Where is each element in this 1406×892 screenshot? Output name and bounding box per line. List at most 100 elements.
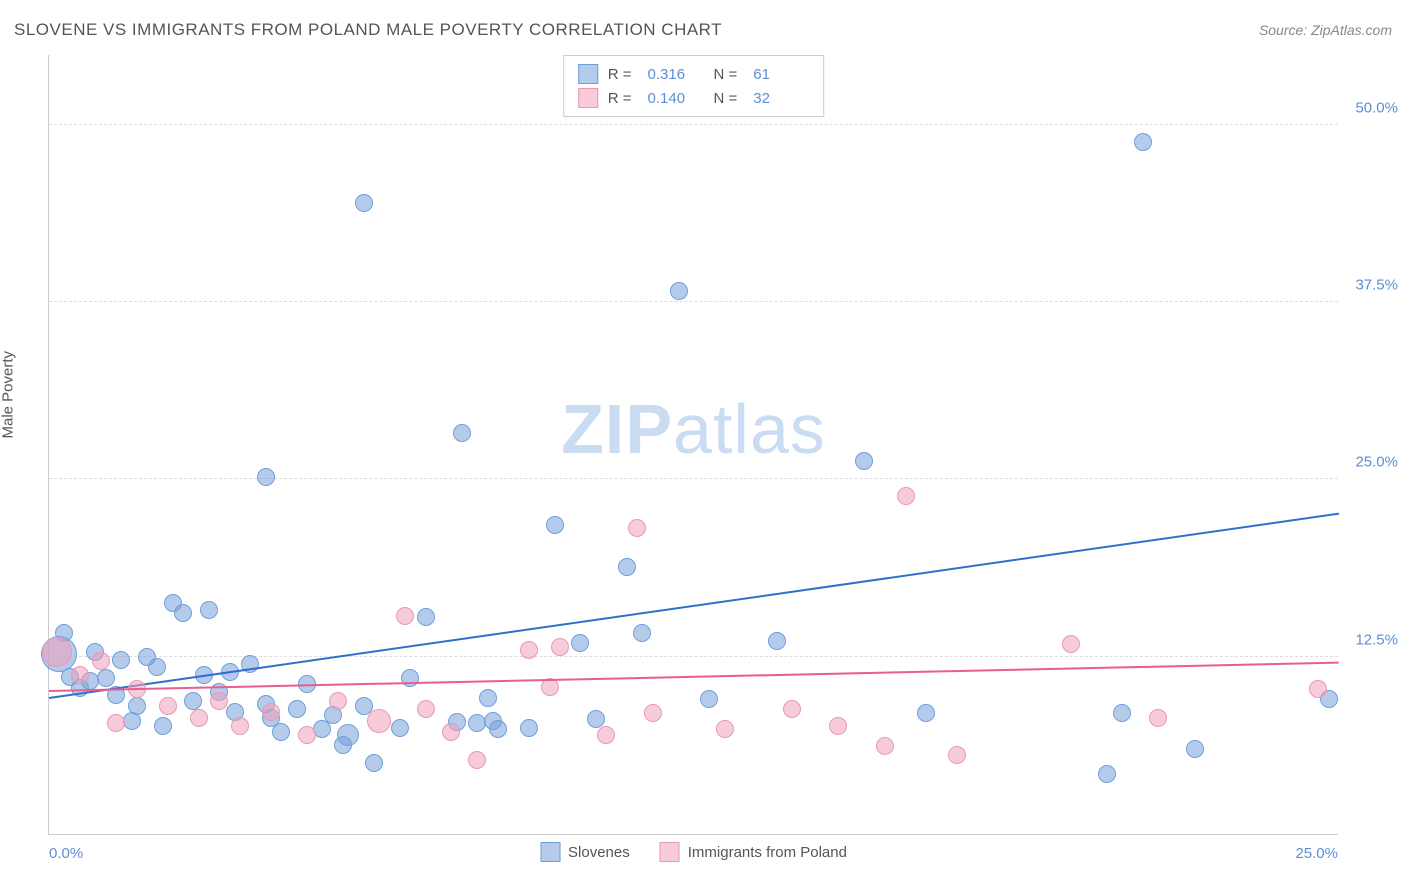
- scatter-plot-area: ZIPatlas R =0.316N =61R =0.140N =32 Slov…: [48, 55, 1338, 835]
- watermark-bold: ZIP: [561, 390, 673, 468]
- trend-line: [49, 513, 1339, 699]
- scatter-point: [42, 637, 72, 667]
- scatter-point: [272, 723, 290, 741]
- legend-swatch: [578, 64, 598, 84]
- scatter-point: [329, 692, 347, 710]
- n-label: N =: [714, 66, 738, 83]
- watermark-rest: atlas: [673, 390, 826, 468]
- scatter-point: [210, 692, 228, 710]
- y-axis-label: Male Poverty: [0, 351, 17, 439]
- y-tick-label: 37.5%: [1355, 277, 1398, 294]
- scatter-point: [112, 651, 130, 669]
- scatter-point: [633, 624, 651, 642]
- scatter-point: [489, 720, 507, 738]
- scatter-point: [479, 689, 497, 707]
- scatter-point: [148, 658, 166, 676]
- scatter-point: [670, 282, 688, 300]
- scatter-point: [1134, 133, 1152, 151]
- series-legend-item: Immigrants from Poland: [660, 842, 847, 862]
- source-label: Source: ZipAtlas.com: [1259, 22, 1392, 38]
- scatter-point: [644, 704, 662, 722]
- scatter-point: [1098, 765, 1116, 783]
- scatter-point: [876, 737, 894, 755]
- n-value: 61: [753, 66, 803, 83]
- series-legend: Slovenes Immigrants from Poland: [540, 842, 847, 862]
- scatter-point: [783, 700, 801, 718]
- scatter-point: [231, 717, 249, 735]
- scatter-point: [92, 652, 110, 670]
- y-tick-label: 25.0%: [1355, 454, 1398, 471]
- scatter-point: [288, 700, 306, 718]
- scatter-point: [716, 720, 734, 738]
- chart-title: SLOVENE VS IMMIGRANTS FROM POLAND MALE P…: [14, 20, 722, 40]
- scatter-point: [1113, 704, 1131, 722]
- scatter-point: [200, 601, 218, 619]
- scatter-point: [417, 700, 435, 718]
- scatter-point: [768, 632, 786, 650]
- scatter-point: [154, 717, 172, 735]
- legend-swatch: [578, 88, 598, 108]
- correlation-legend-row: R = 0.316 N = 61: [578, 62, 810, 86]
- x-tick-label: 0.0%: [49, 845, 83, 862]
- legend-swatch: [660, 842, 680, 862]
- gridline: [49, 301, 1338, 302]
- n-label: N =: [714, 90, 738, 107]
- scatter-point: [1186, 740, 1204, 758]
- scatter-point: [190, 709, 208, 727]
- scatter-point: [262, 703, 280, 721]
- r-value: 0.316: [648, 66, 698, 83]
- series-name: Slovenes: [568, 844, 630, 861]
- scatter-point: [1149, 709, 1167, 727]
- scatter-point: [520, 719, 538, 737]
- scatter-point: [829, 717, 847, 735]
- scatter-point: [396, 607, 414, 625]
- scatter-point: [174, 604, 192, 622]
- scatter-point: [417, 608, 435, 626]
- scatter-point: [1309, 680, 1327, 698]
- scatter-point: [453, 424, 471, 442]
- scatter-point: [897, 487, 915, 505]
- scatter-point: [468, 751, 486, 769]
- scatter-point: [401, 669, 419, 687]
- gridline: [49, 656, 1338, 657]
- scatter-point: [71, 666, 89, 684]
- y-tick-label: 12.5%: [1355, 631, 1398, 648]
- scatter-point: [128, 697, 146, 715]
- r-label: R =: [608, 66, 632, 83]
- scatter-point: [546, 516, 564, 534]
- r-value: 0.140: [648, 90, 698, 107]
- watermark: ZIPatlas: [561, 389, 826, 469]
- r-label: R =: [608, 90, 632, 107]
- scatter-point: [597, 726, 615, 744]
- x-tick-label: 25.0%: [1295, 845, 1338, 862]
- gridline: [49, 124, 1338, 125]
- scatter-point: [442, 723, 460, 741]
- y-tick-label: 50.0%: [1355, 99, 1398, 116]
- n-value: 32: [753, 90, 803, 107]
- scatter-point: [628, 519, 646, 537]
- scatter-point: [855, 452, 873, 470]
- scatter-point: [700, 690, 718, 708]
- scatter-point: [367, 709, 391, 733]
- series-name: Immigrants from Poland: [688, 844, 847, 861]
- scatter-point: [917, 704, 935, 722]
- scatter-point: [571, 634, 589, 652]
- legend-swatch: [540, 842, 560, 862]
- scatter-point: [948, 746, 966, 764]
- scatter-point: [257, 468, 275, 486]
- scatter-point: [1062, 635, 1080, 653]
- scatter-point: [391, 719, 409, 737]
- scatter-point: [97, 669, 115, 687]
- correlation-legend: R = 0.316 N = 61 R = 0.140 N = 32: [563, 55, 825, 117]
- correlation-legend-row: R = 0.140 N = 32: [578, 86, 810, 110]
- scatter-point: [107, 714, 125, 732]
- scatter-point: [298, 726, 316, 744]
- scatter-point: [551, 638, 569, 656]
- scatter-point: [365, 754, 383, 772]
- scatter-point: [184, 692, 202, 710]
- series-legend-item: Slovenes: [540, 842, 630, 862]
- scatter-point: [355, 194, 373, 212]
- scatter-point: [520, 641, 538, 659]
- scatter-point: [337, 724, 359, 746]
- scatter-point: [159, 697, 177, 715]
